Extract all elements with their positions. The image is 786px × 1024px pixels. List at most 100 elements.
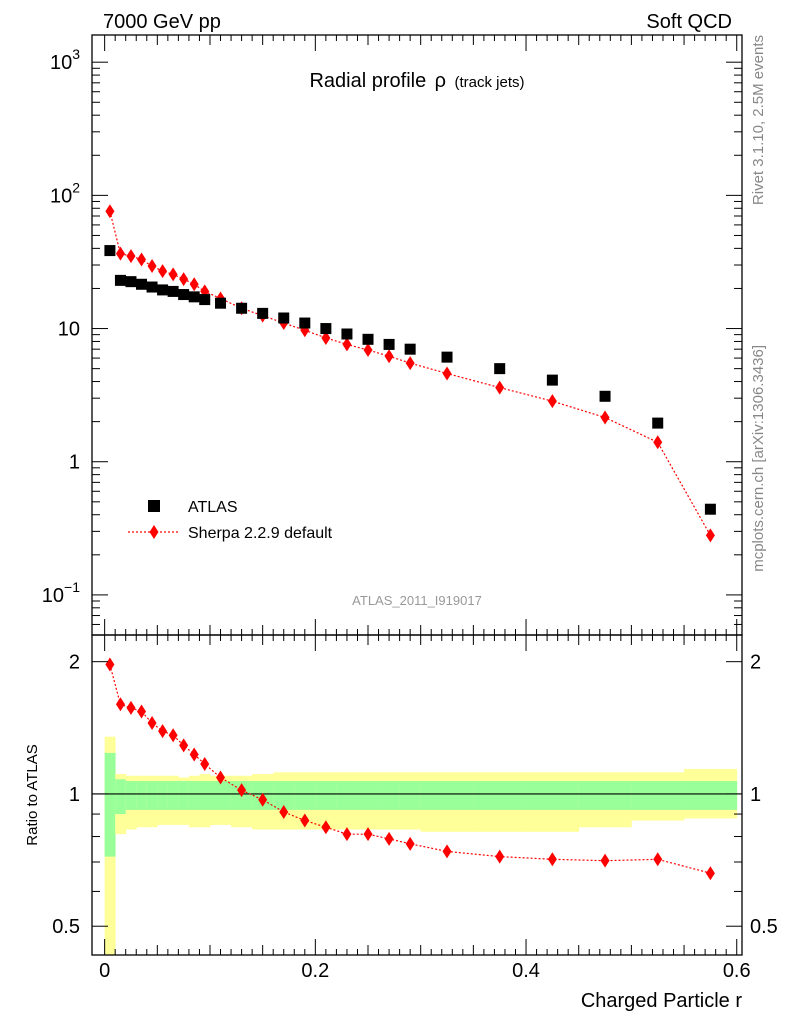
- sherpa-point: [105, 204, 115, 219]
- legend-atlas-label: ATLAS: [188, 499, 238, 516]
- header-right: Soft QCD: [646, 11, 732, 33]
- uncertainty-band-inner: [336, 781, 358, 810]
- atlas-point: [157, 284, 169, 296]
- atlas-point: [494, 363, 506, 375]
- uncertainty-band-inner: [684, 781, 738, 810]
- uncertainty-band-inner: [157, 781, 169, 810]
- ratio-point: [405, 836, 415, 851]
- main-bands-layer: [104, 204, 716, 543]
- ratio-point: [321, 820, 331, 835]
- rivet-label: Rivet 3.1.10, 2.5M events: [750, 35, 767, 205]
- ratio-point: [137, 704, 147, 719]
- atlas-point: [114, 274, 126, 286]
- uncertainty-band-inner: [420, 781, 474, 810]
- sherpa-point: [115, 246, 125, 261]
- x-tick-label: 0.4: [512, 960, 540, 982]
- sherpa-point: [653, 435, 663, 450]
- atlas-point: [320, 323, 332, 335]
- sherpa-point: [126, 249, 136, 264]
- atlas-point: [104, 245, 116, 257]
- ratio-point: [442, 844, 452, 859]
- ratio-point: [363, 827, 373, 842]
- ratio-point: [279, 804, 289, 819]
- ratio-point: [147, 716, 157, 731]
- ratio-point: [168, 728, 178, 743]
- analysis-label: ATLAS_2011_I919017: [352, 593, 482, 608]
- ratio-point: [126, 700, 136, 715]
- plot-title-symbol: ρ: [435, 70, 446, 92]
- uncertainty-band-inner: [167, 781, 179, 810]
- atlas-point: [257, 307, 269, 319]
- sherpa-point: [137, 252, 147, 267]
- atlas-point: [199, 294, 211, 306]
- sherpa-point: [147, 258, 157, 273]
- atlas-point: [146, 281, 158, 293]
- sherpa-point: [363, 343, 373, 358]
- x-tick-label: 0: [99, 960, 110, 982]
- sherpa-point: [442, 366, 452, 381]
- header-left: 7000 GeV pp: [103, 11, 221, 33]
- uncertainty-band-inner: [473, 781, 527, 810]
- ratio-point: [495, 849, 505, 864]
- atlas-point: [441, 351, 453, 363]
- y-tick-label: 1: [69, 452, 80, 474]
- ratio-point: [179, 738, 189, 753]
- uncertainty-band-inner: [526, 781, 580, 810]
- ratio-point: [384, 831, 394, 846]
- sherpa-point: [600, 410, 610, 425]
- atlas-point: [341, 328, 353, 340]
- ratio-y-tick-label-right: 0.5: [750, 916, 778, 938]
- ratio-point: [115, 697, 125, 712]
- ratio-point: [189, 747, 199, 762]
- x-tick-label: 0.2: [301, 960, 329, 982]
- uncertainty-band-inner: [631, 781, 685, 810]
- atlas-point: [188, 291, 200, 303]
- ratio-y-tick-label: 0.5: [52, 916, 80, 938]
- atlas-point: [546, 374, 558, 386]
- sherpa-point: [179, 272, 189, 287]
- y-tick-label: 103: [50, 46, 80, 74]
- atlas-point: [236, 302, 248, 314]
- ratio-point: [258, 792, 268, 807]
- ratio-point: [342, 827, 352, 842]
- legend: ATLAS Sherpa 2.2.9 default: [128, 499, 333, 542]
- uncertainty-band-inner: [273, 781, 295, 810]
- ratio-y-tick-label: 1: [69, 784, 80, 806]
- sherpa-point: [189, 277, 199, 292]
- sherpa-point: [384, 349, 394, 364]
- uncertainty-band-inner: [294, 781, 316, 810]
- uncertainty-band-inner: [199, 781, 211, 810]
- ratio-point: [216, 770, 226, 785]
- uncertainty-band-inner: [357, 781, 379, 810]
- ratio-y-tick-label-right: 1: [750, 784, 761, 806]
- ratio-point: [600, 853, 610, 868]
- uncertainty-band-inner: [136, 781, 148, 810]
- uncertainty-band-inner: [399, 781, 422, 810]
- ratio-point: [547, 852, 557, 867]
- uncertainty-band-inner: [315, 781, 337, 810]
- uncertainty-band-inner: [178, 781, 190, 810]
- mcplots-label: mcplots.cern.ch [arXiv:1306.3436]: [750, 345, 767, 572]
- ratio-y-tick-label: 2: [69, 652, 80, 674]
- atlas-point: [383, 338, 395, 350]
- plot-title-suffix: (track jets): [455, 74, 525, 91]
- y-tick-label: 10: [58, 319, 80, 341]
- uncertainty-band-inner: [209, 781, 232, 810]
- ratio-point: [653, 852, 663, 867]
- legend-atlas-marker: [148, 500, 160, 512]
- atlas-point: [136, 278, 148, 290]
- legend-sherpa-marker: [149, 525, 159, 539]
- ratio-point: [237, 783, 247, 798]
- y-tick-label: 10−1: [42, 579, 80, 607]
- sherpa-point: [705, 528, 715, 543]
- atlas-point: [652, 417, 664, 429]
- ratio-point: [105, 657, 115, 672]
- main-plot-frame: [91, 34, 743, 636]
- ratio-point: [705, 866, 715, 881]
- sherpa-point: [321, 330, 331, 345]
- sherpa-point: [495, 380, 505, 395]
- sherpa-line: [109, 211, 711, 536]
- atlas-point: [178, 289, 190, 301]
- y-tick-label: 102: [50, 179, 80, 207]
